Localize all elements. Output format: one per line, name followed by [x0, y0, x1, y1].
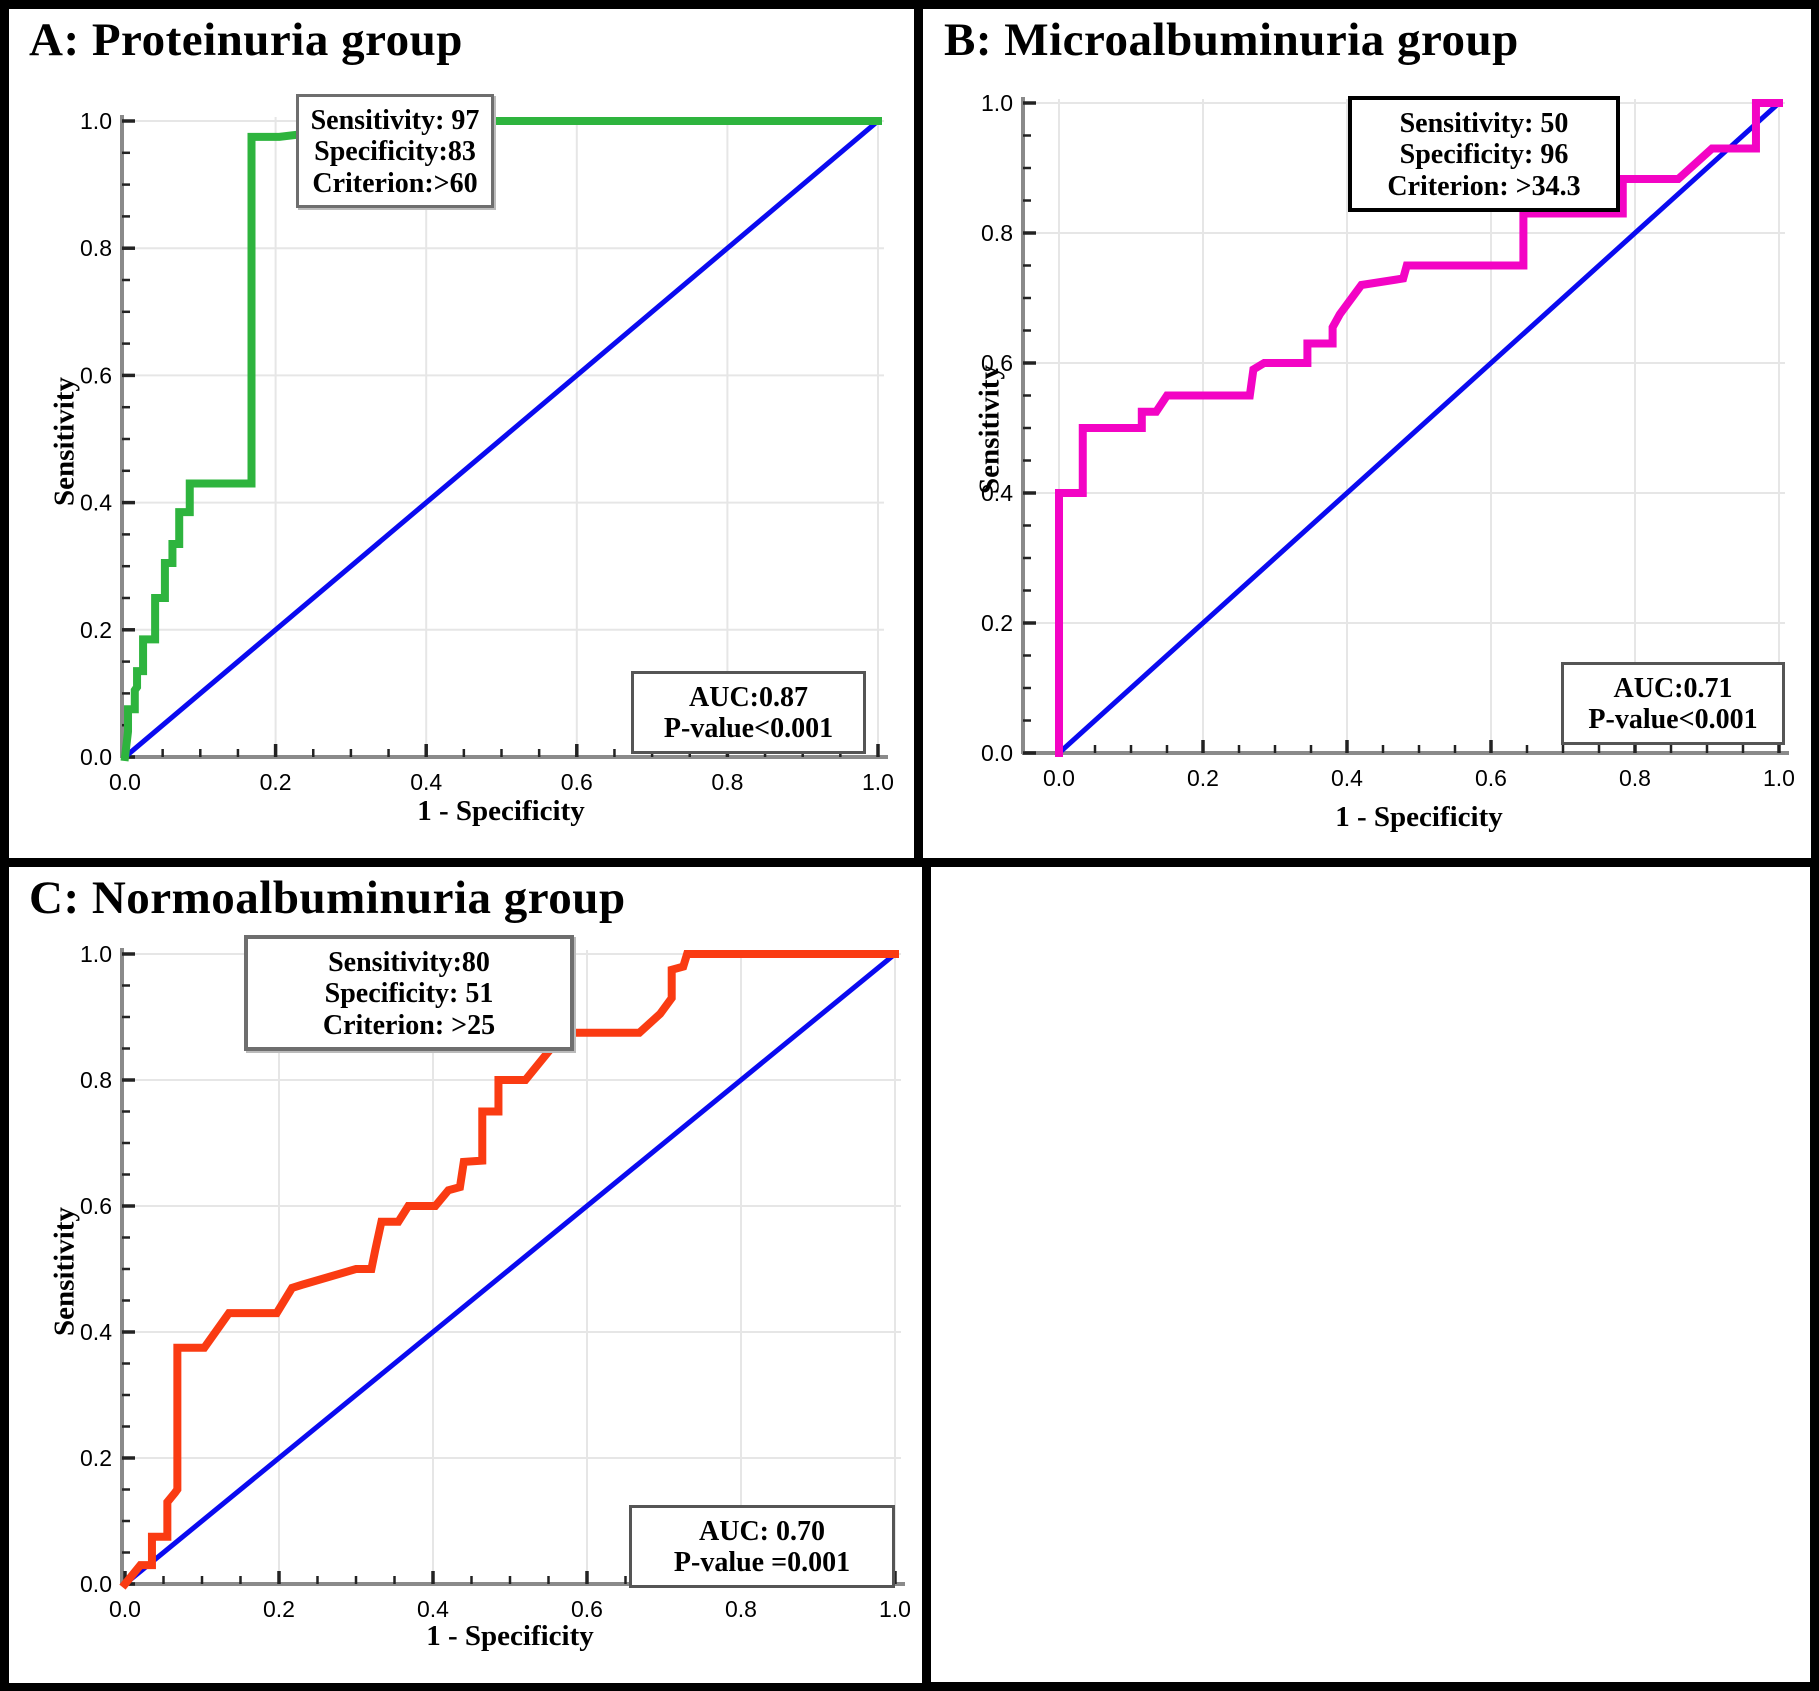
svg-text:0.6: 0.6	[1475, 765, 1507, 791]
svg-text:0.6: 0.6	[981, 350, 1013, 376]
panel-proteinuria: A: Proteinuria group 0.0 0.2 0.4 0.6 0.8 1.0 0…	[9, 9, 914, 858]
annotation-line-sensitivity: Sensitivity: 50	[1399, 108, 1569, 139]
svg-text:0.2: 0.2	[981, 610, 1013, 636]
roc-chart-microalbuminuria: 0.0 0.2 0.4 0.6 0.8 1.0 0.0 0.2 0.4 0.6 0.8 1.0	[981, 90, 1795, 791]
y-axis-title: Sensitivity	[48, 377, 81, 506]
annotation-line-specificity: Specificity:83	[314, 136, 476, 168]
svg-text:0.8: 0.8	[1619, 765, 1651, 791]
axes	[1021, 97, 1789, 755]
svg-text:1.0: 1.0	[862, 769, 894, 795]
svg-text:1.0: 1.0	[80, 108, 112, 134]
x-axis-title: 1 - Specificity	[417, 795, 585, 827]
annotation-line-auc: AUC:0.87	[689, 682, 808, 713]
annotation-line-auc: AUC:0.71	[1613, 673, 1733, 704]
tick-labels: 0.0 0.2 0.4 0.6 0.8 1.0 0.0 0.2 0.4 0.6 0.8 1.0	[981, 90, 1795, 791]
svg-text:0.8: 0.8	[981, 220, 1013, 246]
svg-text:0.6: 0.6	[80, 1193, 112, 1219]
svg-text:0.6: 0.6	[80, 362, 112, 388]
divider-vertical-bottom	[922, 867, 931, 1691]
annotation-line-pvalue: P-value =0.001	[673, 1547, 851, 1579]
tick-labels: 0.0 0.2 0.4 0.6 0.8 1.0 0.0 0.2 0.4 0.6 0.8 1.0	[80, 941, 911, 1622]
annotation-line-auc: AUC: 0.70	[699, 1516, 825, 1547]
svg-text:0.2: 0.2	[80, 617, 112, 643]
svg-text:0.8: 0.8	[725, 1596, 757, 1622]
x-axis-title: 1 - Specificity	[1335, 801, 1503, 833]
empty-cell	[931, 867, 1810, 1682]
criterion-annotation: Sensitivity: 50 Specificity: 96 Criterio…	[1348, 96, 1620, 213]
panel-microalbuminuria: B: Microalbuminuria group 0.0 0.2 0.4 0.6 0.…	[932, 9, 1811, 858]
svg-text:0.8: 0.8	[80, 235, 112, 261]
panel-b-title: B: Microalbuminuria group	[944, 14, 1519, 66]
svg-text:0.2: 0.2	[263, 1596, 295, 1622]
svg-text:1.0: 1.0	[879, 1596, 911, 1622]
gridlines	[122, 117, 884, 757]
reference-line	[123, 952, 897, 1586]
annotation-line-criterion: Criterion: >25	[322, 1009, 496, 1041]
annotation-line-specificity: Specificity: 96	[1399, 139, 1569, 171]
svg-text:1.0: 1.0	[80, 941, 112, 967]
svg-text:0.4: 0.4	[80, 1319, 112, 1345]
divider-horizontal	[0, 858, 1819, 867]
svg-text:0.4: 0.4	[80, 490, 112, 516]
panel-c-title: C: Normoalbuminuria group	[29, 872, 626, 924]
criterion-annotation: Sensitivity: 97 Specificity:83 Criterion…	[296, 94, 494, 209]
criterion-annotation: Sensitivity:80 Specificity: 51 Criterion…	[244, 935, 574, 1052]
annotation-line-pvalue: P-value<0.001	[663, 713, 834, 745]
auc-annotation: AUC:0.71 P-value<0.001	[1561, 662, 1785, 745]
panel-normoalbuminuria: C: Normoalbuminuria group 0.0 0.2 0.4 0.6 0.…	[9, 867, 922, 1683]
svg-text:0.2: 0.2	[80, 1445, 112, 1471]
svg-text:0.0: 0.0	[1043, 765, 1075, 791]
tick-labels: 0.0 0.2 0.4 0.6 0.8 1.0 0.0 0.2 0.4 0.6 0.8 1.0	[80, 108, 894, 795]
axes	[120, 115, 888, 759]
svg-text:1.0: 1.0	[1763, 765, 1795, 791]
panel-a-title: A: Proteinuria group	[29, 14, 463, 66]
svg-text:0.2: 0.2	[260, 769, 292, 795]
svg-text:0.4: 0.4	[1331, 765, 1363, 791]
svg-text:0.0: 0.0	[80, 744, 112, 770]
svg-text:1.0: 1.0	[981, 90, 1013, 116]
x-axis-title: 1 - Specificity	[426, 1620, 594, 1652]
reference-line	[123, 119, 880, 759]
svg-text:0.4: 0.4	[981, 480, 1013, 506]
svg-text:0.2: 0.2	[1187, 765, 1219, 791]
roc-chart-proteinuria: 0.0 0.2 0.4 0.6 0.8 1.0 0.0 0.2 0.4 0.6 0.8 1.0	[80, 108, 894, 795]
roc-curve	[120, 117, 882, 762]
annotation-line-pvalue: P-value<0.001	[1588, 704, 1758, 736]
svg-text:0.6: 0.6	[571, 1596, 603, 1622]
auc-annotation: AUC:0.87 P-value<0.001	[631, 671, 866, 754]
annotation-line-sensitivity: Sensitivity: 97	[310, 105, 480, 136]
svg-text:0.8: 0.8	[711, 769, 743, 795]
tick-marks	[1023, 101, 1781, 755]
svg-text:0.4: 0.4	[410, 769, 442, 795]
roc-curve	[1055, 99, 1783, 757]
annotation-line-criterion: Criterion: >34.3	[1387, 170, 1581, 202]
svg-text:0.8: 0.8	[80, 1067, 112, 1093]
roc-chart-normoalbuminuria: 0.0 0.2 0.4 0.6 0.8 1.0 0.0 0.2 0.4 0.6 0.8 1.0	[80, 941, 911, 1622]
gridlines	[122, 950, 901, 1584]
y-axis-title: Sensitivity	[973, 365, 1006, 494]
annotation-line-sensitivity: Sensitivity:80	[328, 947, 490, 978]
annotation-line-specificity: Specificity: 51	[324, 978, 494, 1010]
divider-vertical-top	[914, 0, 923, 867]
reference-line	[1057, 101, 1781, 755]
svg-text:0.0: 0.0	[981, 740, 1013, 766]
svg-text:0.0: 0.0	[80, 1571, 112, 1597]
svg-text:0.0: 0.0	[109, 769, 141, 795]
roc-curve	[119, 950, 899, 1590]
auc-annotation: AUC: 0.70 P-value =0.001	[629, 1505, 895, 1588]
svg-text:0.4: 0.4	[417, 1596, 449, 1622]
y-axis-title: Sensitivity	[48, 1207, 81, 1336]
svg-text:0.0: 0.0	[109, 1596, 141, 1622]
tick-marks	[122, 119, 880, 759]
svg-text:0.6: 0.6	[561, 769, 593, 795]
annotation-line-criterion: Criterion:>60	[312, 167, 478, 199]
